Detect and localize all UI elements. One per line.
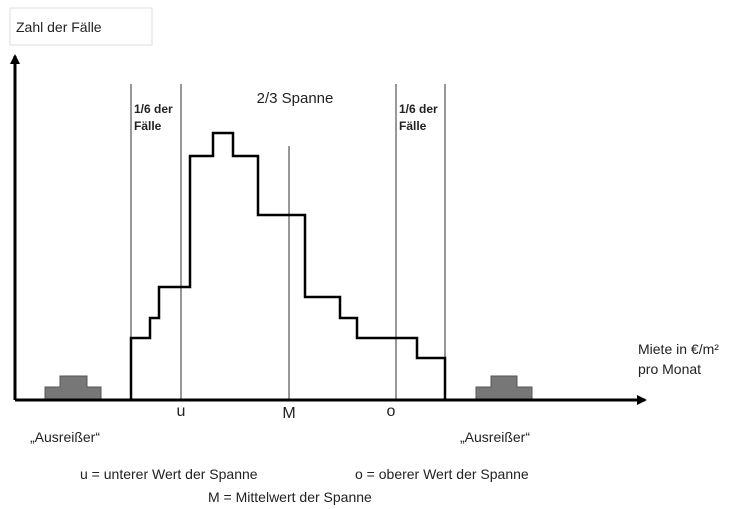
sixth-label: 1/6 der xyxy=(399,102,438,116)
x-axis-label: pro Monat xyxy=(638,361,701,377)
sixth-label: Fälle xyxy=(399,119,427,133)
outlier-shape xyxy=(475,375,533,401)
sixth-label: Fälle xyxy=(134,119,162,133)
span-label: 2/3 Spanne xyxy=(257,90,334,107)
span-lines xyxy=(130,84,446,400)
marker-o: o xyxy=(387,403,396,420)
outlier-shape xyxy=(44,375,102,401)
label-box xyxy=(9,7,153,46)
legend-item: M = Mittelwert der Spanne xyxy=(208,489,372,505)
y-axis-label: Zahl der Fälle xyxy=(16,19,102,35)
outlier-label: „Ausreißer“ xyxy=(30,429,100,445)
legend-item: o = oberer Wert der Spanne xyxy=(355,466,529,482)
x-axis-label: Miete in €/m² xyxy=(638,341,719,357)
sixth-label: 1/6 der xyxy=(134,102,173,116)
outlier-label: „Ausreißer“ xyxy=(460,429,530,445)
marker-u: u xyxy=(177,403,186,420)
legend-item: u = unterer Wert der Spanne xyxy=(80,466,258,482)
marker-m: M xyxy=(282,405,295,422)
histogram xyxy=(129,131,447,400)
